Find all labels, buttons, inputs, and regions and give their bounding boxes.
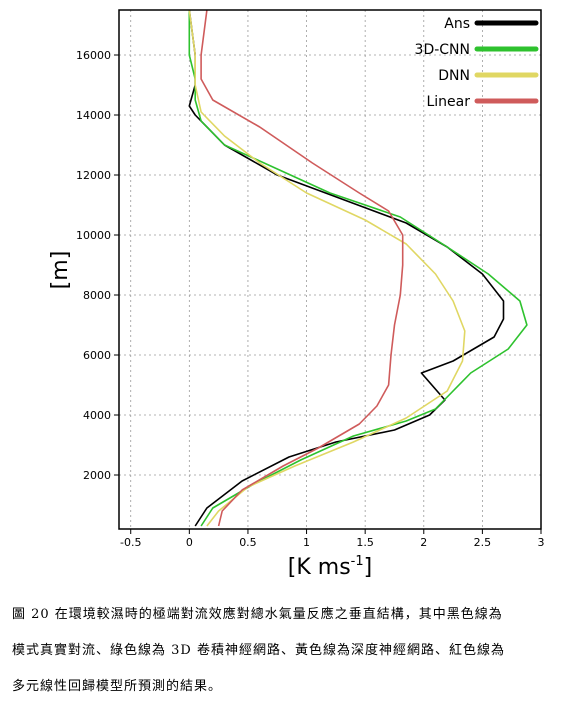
x-tick-label: 1	[303, 536, 310, 549]
series-line-ans	[188, 9, 505, 527]
plot-frame	[118, 9, 542, 530]
x-tick-label: 0	[186, 536, 193, 549]
y-tick-label: 10000	[76, 229, 111, 242]
x-tick-label: 0.5	[239, 536, 257, 549]
y-tick-label: 2000	[83, 469, 111, 482]
x-tick-label: 1.5	[356, 536, 374, 549]
series-line-linear	[200, 9, 404, 527]
y-tick-label: 8000	[83, 289, 111, 302]
x-tick-label: -0.5	[120, 536, 141, 549]
legend-label: Ans	[444, 16, 470, 32]
caption-line-2: 模式真實對流、綠色線為 3D 卷積神經網路、黃色線為深度神經網路、紅色線為	[12, 643, 505, 658]
x-axis-label: [K ms-1]	[288, 554, 372, 580]
caption-line-3: 多元線性回歸模型所預測的結果。	[12, 679, 223, 694]
legend-label: 3D-CNN	[415, 42, 470, 58]
caption-line-1: 圖 20 在環境較濕時的極端對流效應對總水氣量反應之垂直結構，其中黑色線為	[12, 607, 503, 622]
y-tick-label: 12000	[76, 169, 111, 182]
y-tick-label: 14000	[76, 109, 111, 122]
y-tick-label: 4000	[83, 409, 111, 422]
x-tick-label: 2.5	[474, 536, 492, 549]
y-tick-label: 6000	[83, 349, 111, 362]
series-line-dnn	[188, 9, 466, 527]
x-tick-label: 3	[538, 536, 545, 549]
profile-chart: -0.5 0 0.5 1 1.5 2 2.5 3 2000 4000 6000 8000 10000 12…	[48, 9, 545, 580]
y-tick-label: 16000	[76, 49, 111, 62]
figure-caption: 圖 20 在環境較濕時的極端對流效應對總水氣量反應之垂直結構，其中黑色線為 模式…	[12, 597, 572, 705]
legend-label: Linear	[426, 94, 470, 110]
series-line-3d-cnn	[188, 10, 528, 527]
y-axis-label: [m]	[48, 251, 73, 290]
x-tick-label: 2	[420, 536, 427, 549]
legend-label: DNN	[438, 68, 470, 84]
